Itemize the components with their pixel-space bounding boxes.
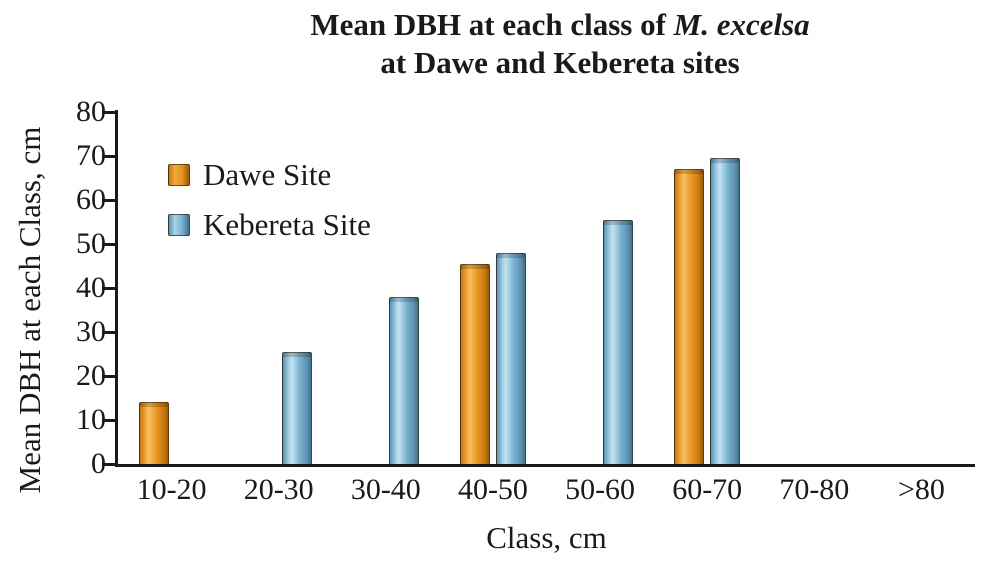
bar-kebereta-60-70 (710, 158, 741, 464)
y-tick-mark-0 (102, 462, 115, 466)
y-tick-mark-60 (102, 198, 115, 202)
plot-area: Dawe Site Kebereta Site (118, 112, 975, 464)
y-axis-line (115, 110, 118, 467)
y-tick-mark-80 (102, 110, 115, 114)
y-tick-label-20: 20 (76, 359, 106, 392)
legend: Dawe Site Kebereta Site (168, 158, 371, 258)
x-axis-label: Class, cm (486, 520, 607, 555)
legend-label-kebereta: Kebereta Site (203, 207, 371, 242)
bar-dawe-60-70 (674, 169, 705, 464)
y-tick-mark-30 (102, 330, 115, 334)
y-tick-label-70: 70 (76, 139, 106, 172)
x-tick-label-20-30: 20-30 (243, 473, 314, 506)
bar-kebereta-50-60 (603, 220, 634, 464)
legend-label-dawe: Dawe Site (203, 157, 332, 192)
bar-kebereta-30-40 (388, 297, 419, 464)
y-tick-label-80: 80 (76, 95, 106, 128)
legend-swatch-kebereta-icon (168, 214, 190, 236)
x-axis-tick-labels: 10-20 20-30 30-40 40-50 50-60 60-70 70-80 >80 (118, 472, 975, 508)
x-tick-label-70-80: 70-80 (779, 473, 850, 506)
y-tick-label-40: 40 (76, 271, 106, 304)
y-tick-label-0: 0 (91, 447, 106, 480)
legend-item-kebereta: Kebereta Site (168, 208, 371, 242)
y-tick-label-50: 50 (76, 227, 106, 260)
chart-title: Mean DBH at each class of M. excelsa at … (130, 6, 987, 82)
y-tick-label-60: 60 (76, 183, 106, 216)
y-tick-mark-10 (102, 418, 115, 422)
y-tick-mark-20 (102, 374, 115, 378)
chart-title-line1: Mean DBH at each class of M. excelsa (310, 7, 810, 42)
y-tick-label-10: 10 (76, 403, 106, 436)
x-tick-label-40-50: 40-50 (457, 473, 528, 506)
x-tick-label-10-20: 10-20 (136, 473, 207, 506)
y-tick-mark-70 (102, 154, 115, 158)
chart-title-line2: at Dawe and Kebereta sites (380, 45, 740, 80)
bar-kebereta-20-30 (281, 352, 312, 464)
legend-item-dawe: Dawe Site (168, 158, 371, 192)
y-tick-label-30: 30 (76, 315, 106, 348)
x-tick-label-60-70: 60-70 (672, 473, 743, 506)
legend-swatch-dawe-icon (168, 164, 190, 186)
x-tick-label-50-60: 50-60 (565, 473, 636, 506)
x-axis-line (115, 464, 975, 467)
x-tick-label->80: >80 (897, 473, 945, 506)
bar-dawe-40-50 (459, 264, 490, 464)
y-tick-mark-40 (102, 286, 115, 290)
y-tick-mark-50 (102, 242, 115, 246)
bar-dawe-10-20 (138, 402, 169, 464)
x-tick-label-30-40: 30-40 (350, 473, 421, 506)
bar-kebereta-40-50 (495, 253, 526, 464)
